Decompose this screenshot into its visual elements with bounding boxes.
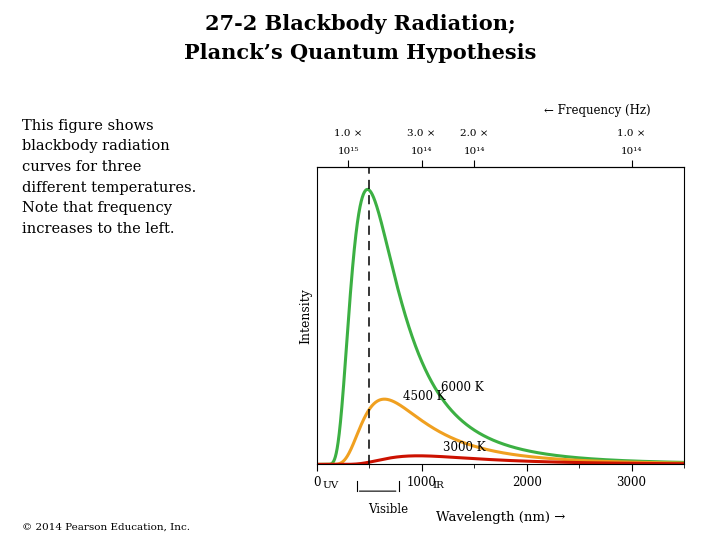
Text: 4500 K: 4500 K	[403, 390, 446, 403]
Text: Visible: Visible	[368, 503, 408, 516]
Y-axis label: Intensity: Intensity	[300, 288, 312, 344]
Text: 3000 K: 3000 K	[443, 442, 485, 455]
Text: ← Frequency (Hz): ← Frequency (Hz)	[544, 104, 651, 117]
Text: 27-2 Blackbody Radiation;: 27-2 Blackbody Radiation;	[204, 14, 516, 33]
Text: Planck’s Quantum Hypothesis: Planck’s Quantum Hypothesis	[184, 43, 536, 63]
Text: 3.0 ×: 3.0 ×	[408, 129, 436, 138]
Text: 6000 K: 6000 K	[441, 381, 484, 394]
Text: 2.0 ×: 2.0 ×	[460, 129, 488, 138]
Text: Wavelength (nm) →: Wavelength (nm) →	[436, 511, 565, 524]
Text: 10¹⁴: 10¹⁴	[621, 146, 642, 156]
Text: 10¹⁴: 10¹⁴	[411, 146, 433, 156]
Text: This figure shows
blackbody radiation
curves for three
different temperatures.
N: This figure shows blackbody radiation cu…	[22, 119, 196, 236]
Text: 1.0 ×: 1.0 ×	[334, 129, 363, 138]
Text: IR: IR	[433, 481, 445, 490]
Text: 1.0 ×: 1.0 ×	[617, 129, 646, 138]
Text: 10¹⁴: 10¹⁴	[464, 146, 485, 156]
Text: UV: UV	[323, 481, 339, 490]
Text: © 2014 Pearson Education, Inc.: © 2014 Pearson Education, Inc.	[22, 523, 189, 532]
Text: 10¹⁵: 10¹⁵	[338, 146, 359, 156]
